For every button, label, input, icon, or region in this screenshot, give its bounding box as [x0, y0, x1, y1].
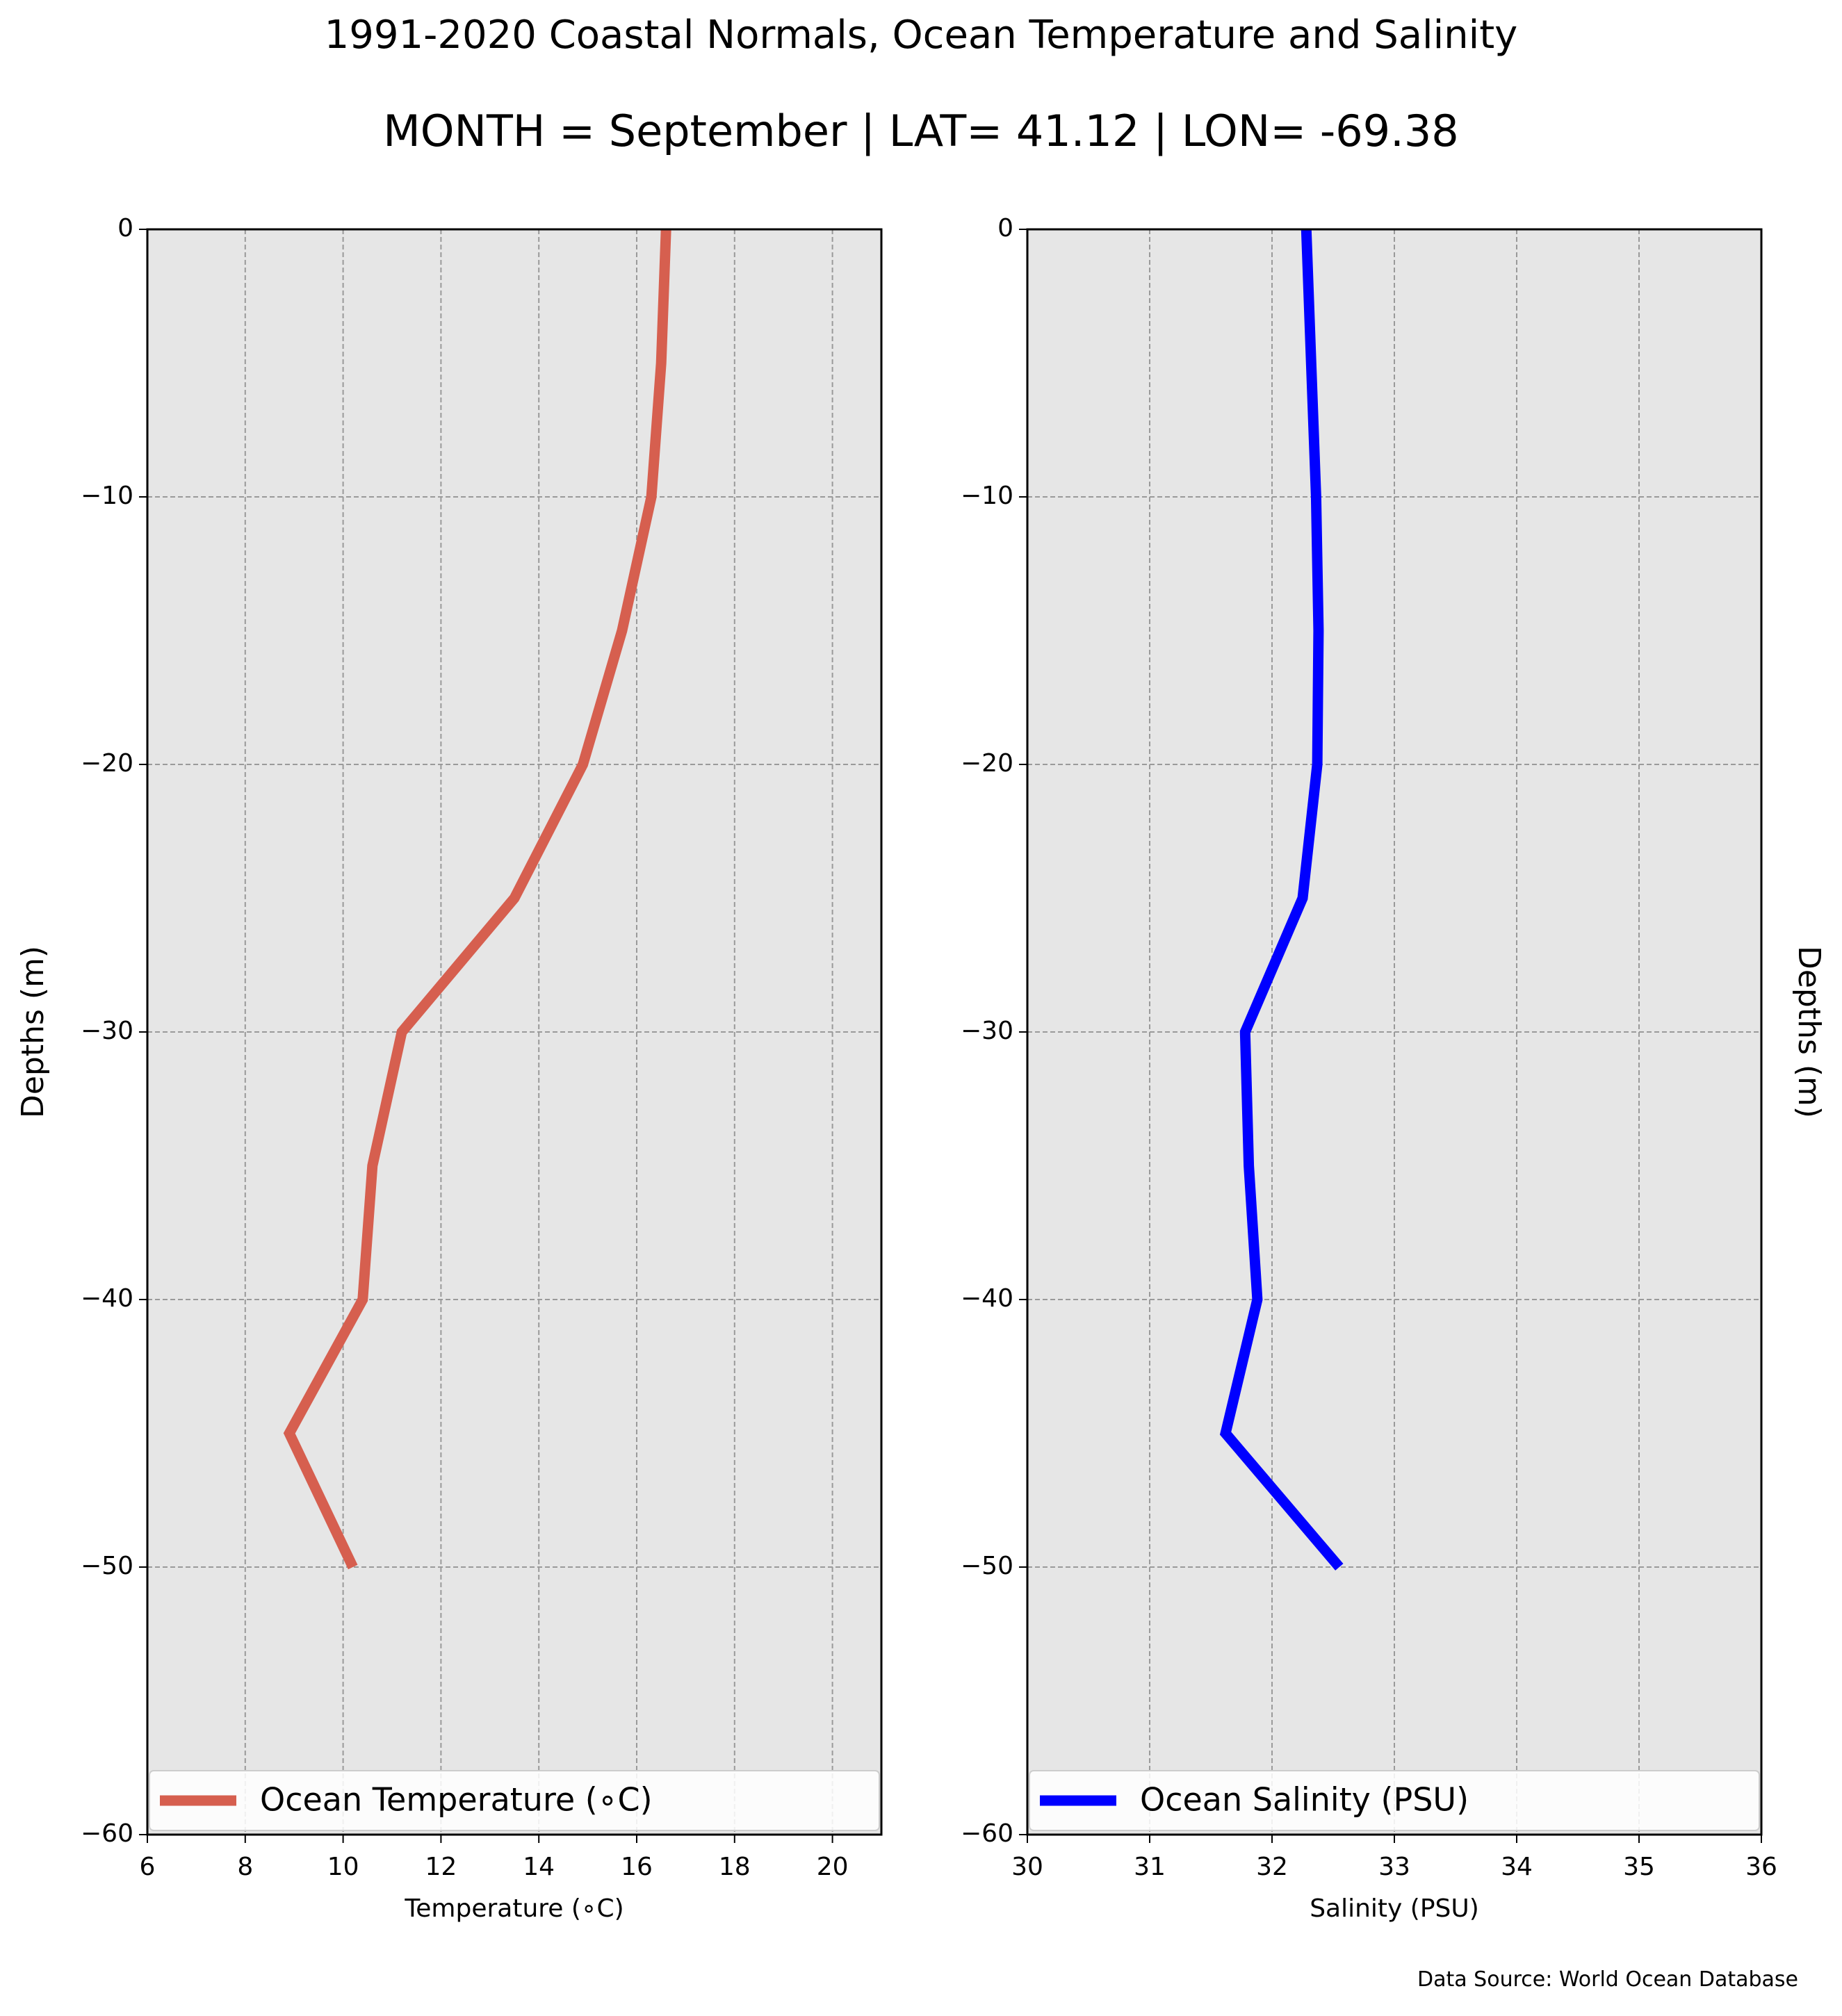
source-note: Data Source: World Ocean Database [1417, 1967, 1798, 1992]
y-tick-label: −50 [81, 1552, 133, 1580]
y-tick-label: −20 [81, 749, 133, 778]
x-tick-label: 32 [1256, 1853, 1288, 1881]
y-tick-label: 0 [997, 214, 1013, 243]
temperature-panel: 6 8 10 12 14 16 18 20 0 −10 −20 −30 −40 −50 −60 Tempera… [15, 214, 883, 1923]
y-tick-label: −30 [81, 1017, 133, 1045]
y-tick-label: −30 [961, 1017, 1013, 1045]
legend-box [1029, 1770, 1760, 1831]
x-axis-label: Salinity (PSU) [1310, 1894, 1479, 1923]
x-tick-label: 33 [1378, 1853, 1410, 1881]
legend-box [149, 1770, 880, 1831]
x-tick-label: 18 [719, 1853, 751, 1881]
x-tick-label: 36 [1745, 1853, 1777, 1881]
x-tick-label: 6 [140, 1853, 156, 1881]
legend: Ocean Salinity (PSU) [1029, 1770, 1760, 1831]
x-tick-label: 31 [1134, 1853, 1166, 1881]
x-tick-label: 14 [523, 1853, 555, 1881]
x-tick-label: 35 [1623, 1853, 1655, 1881]
x-tick-label: 12 [425, 1853, 457, 1881]
figure-subtitle: MONTH = September | LAT= 41.12 | LON= -6… [383, 106, 1459, 156]
x-tick-label: 16 [621, 1853, 653, 1881]
y-tick-label: −20 [961, 749, 1013, 778]
salinity-panel: 30 31 32 33 34 35 36 0 −10 −20 −30 −40 −50 −60 Salinit… [961, 214, 1777, 1923]
x-tick-label: 34 [1501, 1853, 1533, 1881]
y-tick-label: 0 [117, 214, 133, 243]
y-tick-label: −60 [81, 1819, 133, 1848]
x-tick-label: 30 [1011, 1853, 1043, 1881]
series-line [1219, 229, 1344, 1571]
y-tick-label: −60 [961, 1819, 1013, 1848]
y-axis-label: Depths (m) [15, 946, 51, 1118]
y-tick-label: −50 [961, 1552, 1013, 1580]
x-axis-label: Temperature (∘C) [404, 1894, 623, 1923]
y-tick-label: −10 [961, 482, 1013, 510]
legend: Ocean Temperature (∘C) [149, 1770, 880, 1831]
legend-label: Ocean Salinity (PSU) [1140, 1781, 1469, 1819]
series-line [283, 229, 671, 1570]
right-y-axis-label: Depths (m) [1791, 946, 1827, 1118]
y-tick-label: −40 [961, 1284, 1013, 1313]
y-tick-label: −10 [81, 482, 133, 510]
x-tick-label: 10 [327, 1853, 359, 1881]
x-tick-label: 8 [237, 1853, 253, 1881]
legend-label: Ocean Temperature (∘C) [260, 1781, 653, 1819]
y-tick-label: −40 [81, 1284, 133, 1313]
x-tick-label: 20 [817, 1853, 849, 1881]
figure-title: 1991-2020 Coastal Normals, Ocean Tempera… [324, 13, 1518, 58]
